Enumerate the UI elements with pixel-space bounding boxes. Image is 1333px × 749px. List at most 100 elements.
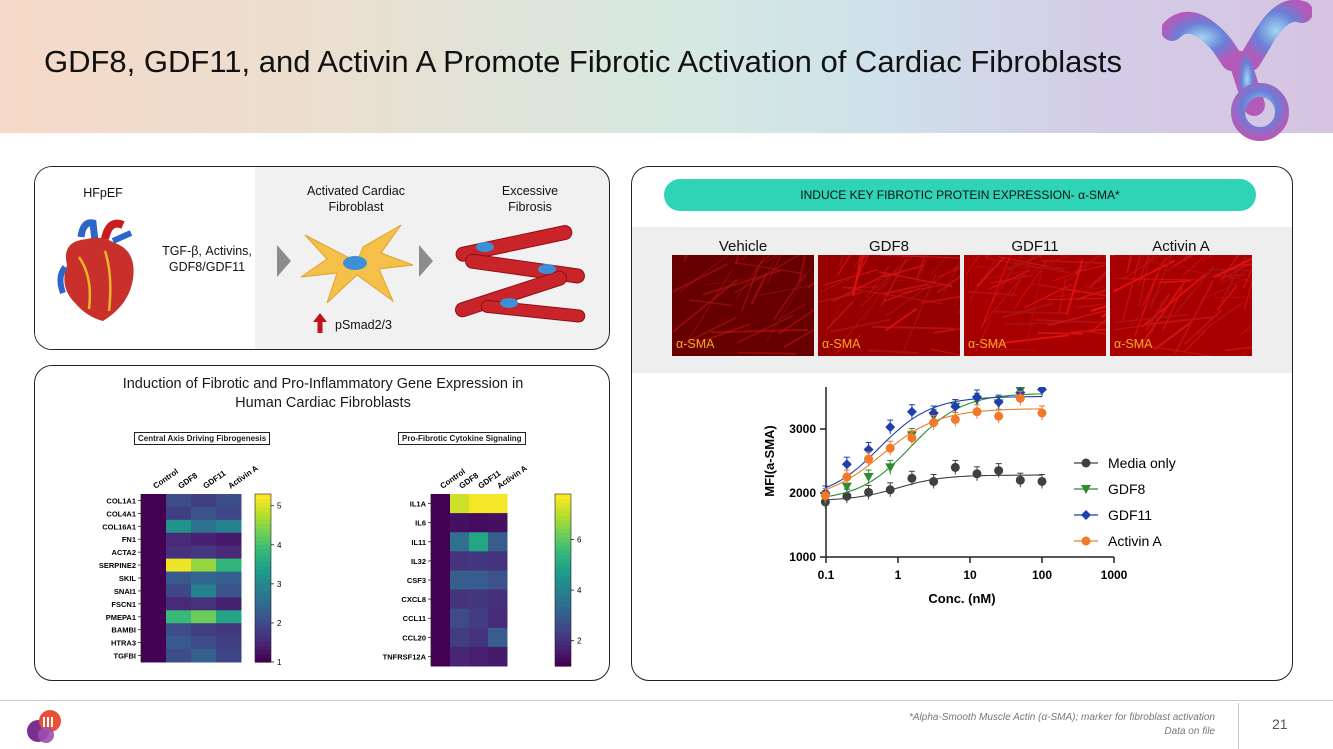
actin-fiber [1003,320,1089,326]
actin-fiber [1006,255,1044,271]
heatmap-panel: Induction of Fibrotic and Pro-Inflammato… [34,365,610,681]
colorbar-segment [255,599,271,604]
point-media-only [1037,476,1047,486]
colorbar-segment [255,544,271,550]
colorbar-segment [555,618,571,624]
colorbar-segment [255,523,271,529]
legend-label-activin-a: Activin A [1108,533,1162,549]
actin-fiber [1202,255,1214,262]
colorbar-segment [255,557,271,562]
image-label-vehicle: Vehicle [718,238,768,255]
colorbar-tick-label-2: 2 [277,619,282,628]
heatmap-2-title: Pro-Fibrotic Cytokine Signaling [398,432,526,445]
actin-fiber [1074,264,1106,273]
up-arrow-icon [313,313,327,333]
row-label-cxcl8: CXCL8 [401,595,426,604]
actin-fiber [1090,319,1106,332]
actin-fiber [1052,268,1087,282]
colorbar-segment [555,575,571,581]
cell-col16a1-gdf11 [191,519,217,534]
actin-fiber [1114,313,1189,324]
actin-fiber [859,255,869,261]
actin-fiber [1126,255,1132,273]
colorbar-segment [255,498,271,503]
actin-fiber [1065,259,1084,315]
point-gdf11 [971,392,982,402]
fibrosis-line-1: Excessive [501,184,559,198]
row-label-bambi: BAMBI [111,626,136,635]
cell-serpine2-gdf11 [191,558,217,573]
cell-fn1-activin-a [216,532,242,547]
colorbar-segment [255,615,271,621]
cell-serpine2-activin-a [216,558,242,573]
micrograph-tag-gdf8: α-SMA [822,337,861,351]
stimuli-line-2: GDF8/GDF11 [168,260,246,274]
cell-tgfbi-gdf11 [191,649,217,663]
colorbar-segment [555,571,571,577]
cell-col1a1-gdf8 [166,494,192,508]
colorbar-segment [255,536,271,541]
cell-pmepa1-control [141,610,167,624]
colorbar-segment [555,610,571,615]
actin-fiber [1122,255,1141,321]
row-label-col1a1: COL1A1 [106,496,136,505]
actin-fiber [1183,309,1222,346]
cell-col16a1-activin-a [216,519,242,534]
cell-ccl20-gdf11 [469,627,489,648]
actin-fiber [1155,255,1172,271]
actin-fiber [1123,255,1162,280]
colorbar-segment [255,632,271,638]
actin-fiber [930,255,949,276]
colorbar-segment [255,502,271,508]
point-gdf11 [993,397,1004,408]
page-number: 21 [1272,716,1288,732]
point-activin-a [950,414,960,424]
micrograph-gdf11: α-SMA [964,255,1106,356]
actin-fiber [885,263,960,317]
colorbar-segment [255,569,271,575]
row-label-il1a: IL1A [410,500,427,509]
actin-fiber [1224,346,1252,352]
colorbar-tick-label-6: 6 [577,536,582,545]
legend-marker-activin-a [1081,536,1091,546]
colorbar-segment [255,531,271,537]
y-tick-label-1000: 1000 [789,550,816,564]
point-gdf8 [863,473,874,482]
colorbar-segment [555,498,571,504]
colorbar-frame [554,493,572,667]
actin-fiber [1242,330,1252,333]
point-media-only [972,469,982,479]
footnote-line-1: *Alpha-Smooth Muscle Actin (α-SMA); mark… [909,712,1215,723]
actin-fiber [1137,280,1186,350]
cell-cxcl8-control [431,589,451,610]
cell-tnfrsf12a-activin-a [488,646,508,667]
cell-ccl11-gdf11 [469,608,489,629]
actin-fiber [1197,301,1244,336]
colorbar-segment [555,502,571,508]
cell-bambi-gdf11 [191,623,217,637]
cell-il1a-control [431,494,451,514]
colorbar-segment [555,644,571,650]
cell-il1a-gdf8 [450,494,470,514]
cell-fn1-control [141,532,167,547]
actin-fiber [825,303,842,337]
colorbar-segment [255,548,271,554]
row-label-il32: IL32 [411,557,426,566]
actin-fiber [1184,255,1187,263]
colorbar-segment [555,532,571,538]
cell-bambi-control [141,623,167,637]
cell-ccl20-gdf8 [450,627,470,648]
cell-fscn1-activin-a [216,597,242,611]
colorbar-segment [555,541,571,547]
cell-il32-activin-a [488,551,508,571]
colorbar-segment [555,537,571,542]
actin-fiber [1114,320,1168,331]
cell-il6-gdf8 [450,513,470,533]
cell-fn1-gdf8 [166,532,192,547]
actin-fiber [749,255,766,289]
colorbar-segment [555,554,571,560]
cell-ccl11-activin-a [488,608,508,629]
cell-acta2-gdf8 [166,545,192,560]
actin-fiber [765,255,778,264]
